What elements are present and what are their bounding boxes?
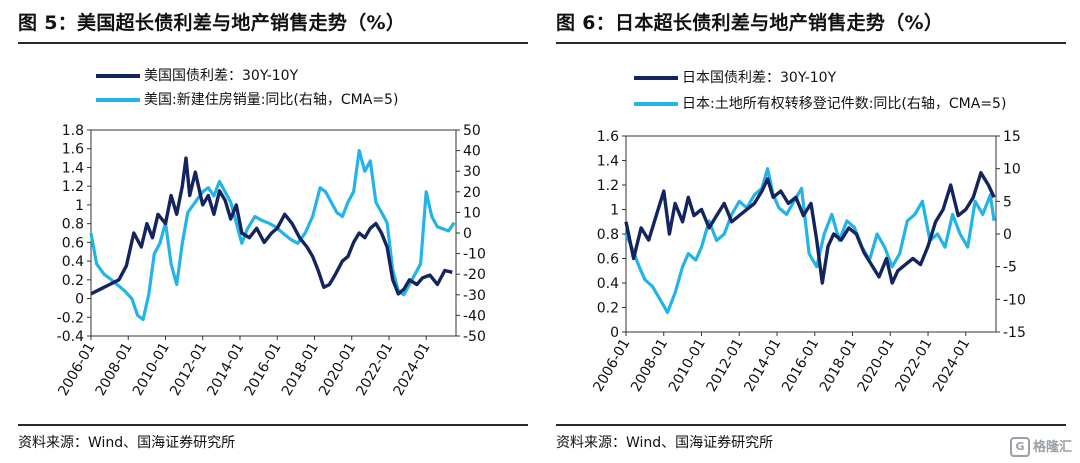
y-left-tick-label: 1.6 (62, 142, 84, 158)
y-left-tick-label: 1 (610, 203, 619, 219)
x-tick-label: 2012-01 (704, 336, 747, 395)
y-left-tick-label: 1.4 (62, 160, 84, 176)
y-left-tick-label: 0.6 (597, 252, 619, 268)
y-left-tick-label: 1.2 (62, 179, 84, 195)
y-right-tick-label: 0 (1003, 227, 1012, 243)
legend-item-series-1: 日本国债利差：30Y-10Y (634, 67, 836, 87)
y-left-tick-label: 0.4 (597, 276, 619, 292)
x-tick-label: 2014-01 (741, 336, 784, 395)
source-divider (18, 424, 528, 426)
y-left-tick-label: 1.2 (597, 178, 619, 194)
y-left-tick-label: 0.8 (597, 227, 619, 243)
chart-panel-us: 图 5：美国超长债利差与地产销售走势（%） 美国国债利差：30Y-10Y 美国:… (18, 0, 538, 463)
watermark-logo-icon: G (1009, 437, 1030, 457)
x-tick-label: 2018-01 (817, 336, 860, 395)
legend-item-series-2: 日本:土地所有权转移登记件数:同比(右轴，CMA=5) (634, 93, 1006, 113)
x-tick-label: 2024-01 (391, 340, 434, 399)
y-right-tick-label: -10 (463, 247, 486, 263)
series-line-left-axis (90, 156, 453, 296)
legend-label: 美国:新建住房销量:同比(右轴，CMA=5) (144, 92, 399, 108)
y-left-tick-label: 1.8 (62, 123, 84, 139)
series-line-left-axis (624, 171, 996, 285)
x-tick-label: 2010-01 (666, 336, 709, 395)
y-right-tick-label: 0 (463, 226, 472, 242)
x-tick-label: 2008-01 (628, 336, 671, 395)
y-left-tick-label: 0.8 (62, 217, 84, 233)
y-left-tick-label: 0 (610, 325, 619, 341)
y-left-tick-label: 1.6 (597, 129, 619, 145)
legend-swatch (634, 76, 678, 80)
chart-title: 图 6：日本超长债利差与地产销售走势（%） (556, 12, 944, 34)
legend-label: 美国国债利差：30Y-10Y (144, 68, 299, 84)
chart-us: -0.4 -0.2 0 0.2 0.4 0.6 0.8 1 1.2 1.4 1.6 1.8 -50 -40… (55, 123, 486, 399)
y-left-tick-label: 0.2 (62, 273, 84, 289)
chart-japan: 0 0.2 0.4 0.6 0.8 1 1.2 1.4 1.6 -15 -10 -5 0 5 10 15 200… (590, 129, 1026, 395)
x-tick-label: 2016-01 (779, 336, 822, 395)
y-right-tick-label: -20 (463, 267, 486, 283)
y-left-tick-label: -0.2 (57, 310, 84, 326)
series-line-right-axis (624, 167, 996, 314)
y-right-tick-label: 10 (463, 205, 481, 221)
y-right-tick-label: -40 (463, 308, 486, 324)
source-note: 资料来源：Wind、国海证券研究所 (556, 435, 774, 451)
source-divider (556, 424, 1066, 426)
y-right-tick-label: 40 (463, 144, 481, 160)
title-divider (18, 42, 528, 44)
y-right-tick-label: 10 (1003, 162, 1021, 178)
watermark-text: 格隆汇 (1032, 439, 1072, 455)
x-tick-label: 2006-01 (590, 336, 633, 395)
x-tick-label: 2020-01 (855, 336, 898, 395)
legend-swatch (634, 102, 678, 106)
y-right-tick-label: -30 (463, 288, 486, 304)
y-left-tick-label: 0.2 (597, 301, 619, 317)
y-right-tick-label: 50 (463, 123, 481, 139)
y-right-tick-label: -50 (463, 329, 486, 345)
title-divider (556, 42, 1066, 44)
y-right-tick-label: -15 (1003, 325, 1026, 341)
y-right-tick-label: 5 (1003, 194, 1012, 210)
y-left-tick-label: 1.4 (597, 154, 619, 170)
x-tick-label: 2024-01 (930, 336, 973, 395)
y-left-tick-label: 1 (75, 198, 84, 214)
legend-label: 日本国债利差：30Y-10Y (682, 70, 837, 86)
plot-frame (625, 135, 997, 333)
y-left-tick-label: 0 (75, 292, 84, 308)
legend-item-series-1: 美国国债利差：30Y-10Y (96, 65, 298, 85)
watermark: G 格隆汇 (1009, 436, 1072, 457)
legend-swatch (96, 98, 140, 102)
chart-title: 图 5：美国超长债利差与地产销售走势（%） (18, 12, 406, 34)
legend-label: 日本:土地所有权转移登记件数:同比(右轴，CMA=5) (682, 96, 1007, 112)
legend-swatch (96, 74, 140, 78)
y-left-tick-label: 0.6 (62, 235, 84, 251)
y-right-tick-label: 20 (463, 185, 481, 201)
x-tick-label: 2022-01 (892, 336, 935, 395)
legend-item-series-2: 美国:新建住房销量:同比(右轴，CMA=5) (96, 89, 398, 109)
source-note: 资料来源：Wind、国海证券研究所 (18, 435, 236, 451)
chart-panel-japan: 图 6：日本超长债利差与地产销售走势（%） 日本国债利差：30Y-10Y 日本:… (556, 0, 1076, 463)
y-right-tick-label: -10 (1003, 292, 1026, 308)
y-left-tick-label: 0.4 (62, 254, 84, 270)
y-right-tick-label: -5 (1003, 260, 1017, 276)
y-right-tick-label: 30 (463, 164, 481, 180)
y-left-tick-label: -0.4 (57, 329, 84, 345)
y-right-tick-label: 15 (1003, 129, 1021, 145)
